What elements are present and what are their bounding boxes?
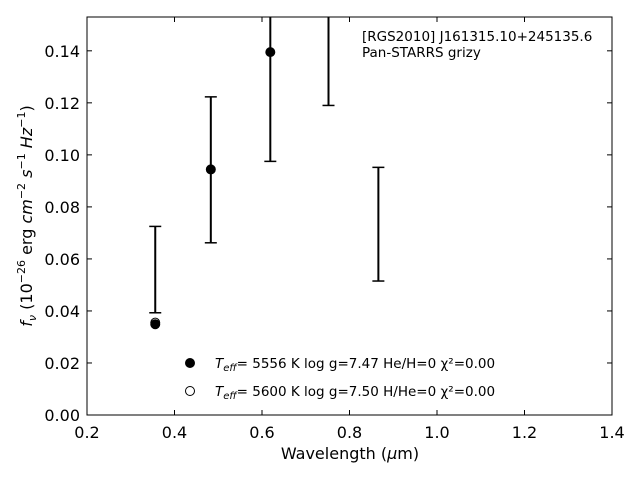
y-tick-label: 0.00 [44,406,80,425]
model-point-open [150,317,161,328]
legend-temp-1: 5556 K [252,356,301,372]
legend-rest-2: log g=7.50 H/He=0 χ²=0.00 [304,384,495,400]
y-tick-label: 0.10 [44,146,80,165]
error-bar [322,17,335,107]
y-tick-label: 0.02 [44,354,80,373]
y-axis-title: fν (10−26 erg cm−2 s−1 Hz−1) [15,105,39,326]
y-tick-label: 0.08 [44,198,80,217]
x-tick-label: 0.6 [249,423,274,442]
x-tick-label: 1.2 [512,423,537,442]
y-tick-label: 0.04 [44,302,80,321]
legend-marker-filled [185,358,195,368]
x-tick-label: 1.4 [599,423,624,442]
y-tick-label: 0.12 [44,94,80,113]
error-bar [264,17,277,163]
x-tick-label: 0.2 [74,423,99,442]
legend: Teff= 5556 K log g=7.47 He/H=0 χ²=0.00 T… [185,356,495,402]
x-axis-title: Wavelength (μm) [281,444,419,463]
annotation-survey: Pan-STARRS grizy [362,45,481,61]
legend-marker-open [185,386,195,396]
y-tick-label: 0.14 [44,42,80,61]
model-point-filled [265,47,276,58]
annotation-object-name: [RGS2010] J161315.10+245135.6 [362,29,592,45]
error-bar [372,166,385,282]
error-bar [149,225,162,314]
x-tick-label: 0.8 [337,423,362,442]
x-tick-label: 0.4 [162,423,187,442]
y-tick-label: 0.06 [44,250,80,269]
legend-rest-1: log g=7.47 He/H=0 χ²=0.00 [304,356,495,372]
legend-entry-1: Teff= 5556 K log g=7.47 He/H=0 χ²=0.00 [215,356,495,374]
legend-entry-2: Teff= 5600 K log g=7.50 H/He=0 χ²=0.00 [215,384,495,402]
model-point-filled [205,164,216,175]
legend-temp-2: 5600 K [252,384,301,400]
x-tick-label: 1.0 [424,423,449,442]
